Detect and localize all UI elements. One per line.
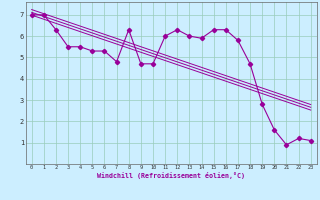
X-axis label: Windchill (Refroidissement éolien,°C): Windchill (Refroidissement éolien,°C) — [97, 172, 245, 179]
